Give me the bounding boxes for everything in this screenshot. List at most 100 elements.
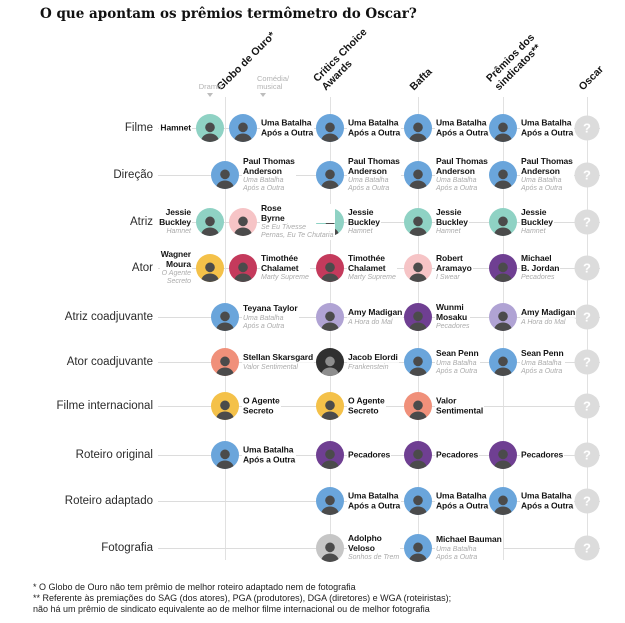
winner-name: Michael B. Jordan [520,253,561,273]
winner-name: Uma Batalha Após a Outra [520,117,575,138]
winner-label: Hamnet [159,123,192,133]
avatar [211,303,239,331]
avatar [404,534,432,562]
winner-name: Pecadores [347,449,392,460]
question-mark-icon: ? [574,442,600,468]
footnote-globo: * O Globo de Ouro não tem prêmio de melh… [33,582,356,592]
question-mark-icon: ? [574,162,600,188]
column-header-bafta: Bafta [407,65,435,93]
person-silhouette-icon [320,356,340,376]
winner-label: Robert Aramayo I Swear [435,253,473,282]
row-label: Roteiro adaptado [1,494,155,508]
person-silhouette-icon [408,169,428,189]
winner-name: Sean Penn [435,347,480,359]
person-silhouette-icon [493,449,513,469]
question-mark-icon: ? [574,488,600,514]
winner-name: Paul Thomas Anderson [435,156,489,176]
avatar [404,487,432,515]
question-mark-icon: ? [574,393,600,419]
page-title: O que apontam os prêmios termômetro do O… [40,6,417,22]
winner-name: Paul Thomas Anderson [242,156,296,176]
winner-name: Uma Batalha Após a Outra [347,117,402,138]
winner-name: Hamnet [159,122,192,133]
person-silhouette-icon [408,216,428,236]
column-header-critics: Critics Choice Awards [311,26,370,93]
winner-label: Uma Batalha Após a Outra [260,118,315,138]
film-subtitle: Uma Batalha Após a Outra [435,177,489,193]
film-subtitle: I Swear [435,274,473,282]
winner-label: Jessie Buckley Hamnet [347,207,381,236]
winner-label: Uma Batalha Após a Outra [520,490,575,511]
film-subtitle: Uma Batalha Após a Outra [347,177,401,193]
avatar [489,208,517,236]
row-label: Filme internacional [1,399,155,413]
winner-label: Wagner Moura O Agente Secreto [159,249,192,286]
film-subtitle: Sonhos de Trem [347,554,401,562]
winner-label: Pecadores [435,449,480,460]
winner-label: Michael Bauman Uma Batalha Após a Outra [435,533,503,562]
row-label: Ator [1,261,155,275]
film-subtitle: Uma Batalha Após a Outra [520,359,565,376]
winner-label: O Agente Secreto [347,395,386,416]
film-subtitle: Hamnet [435,228,469,236]
avatar [316,392,344,420]
avatar [211,161,239,189]
avatar [229,254,257,282]
winner-name: Uma Batalha Após a Outra [435,490,490,511]
avatar [196,208,224,236]
row-gridline [158,362,600,363]
avatar [404,114,432,142]
winner-label: Jessie Buckley Hamnet [435,207,469,236]
winner-name: Paul Thomas Anderson [520,156,574,176]
column-header-oscar: Oscar [576,63,607,93]
avatar [316,487,344,515]
film-subtitle: Hamnet [347,228,381,236]
avatar [211,392,239,420]
person-silhouette-icon [215,356,235,376]
person-silhouette-icon [320,122,340,142]
film-subtitle: Pecadores [520,274,561,282]
person-silhouette-icon [233,216,253,236]
winner-name: Michael Bauman [435,533,503,545]
winner-label: Jessie Buckley Hamnet [158,207,192,236]
winner-name: O Agente Secreto [347,395,386,416]
avatar [316,114,344,142]
winner-name: Uma Batalha Após a Outra [435,117,490,138]
question-mark-icon: ? [574,304,600,330]
winner-label: Valor Sentimental [435,396,485,416]
avatar [404,348,432,376]
winner-label: Teyana Taylor Uma Batalha Após a Outra [242,303,299,331]
winner-label: Pecadores [520,450,565,460]
person-silhouette-icon [320,449,340,469]
avatar [211,441,239,469]
footnote-sindicatos: ** Referente às premiações do SAG (dos a… [33,593,452,614]
winner-label: Paul Thomas Anderson Uma Batalha Após a O… [347,156,401,193]
winner-name: Sean Penn [520,347,565,359]
winner-name: Pecadores [435,449,480,460]
winner-name: Rose Byrne [260,203,335,223]
winner-name: Uma Batalha Após a Outra [520,490,575,511]
film-subtitle: Uma Batalha Após a Outra [435,545,503,562]
person-silhouette-icon [493,495,513,515]
winner-name: Jessie Buckley [158,207,192,227]
avatar [316,254,344,282]
winner-name: Wunmi Mosaku [435,302,471,322]
film-subtitle: Valor Sentimental [242,363,315,372]
winner-label: Paul Thomas Anderson Uma Batalha Após a O… [242,156,296,193]
person-silhouette-icon [493,356,513,376]
winner-name: Timothée Chalamet [347,253,397,273]
person-silhouette-icon [200,216,220,236]
column-header-sindicatos: Prêmios dos sindicatos** [484,31,544,93]
question-mark-icon: ? [574,255,600,281]
avatar [489,303,517,331]
person-silhouette-icon [493,122,513,142]
winner-name: Amy Madigan [520,306,577,318]
avatar [404,254,432,282]
film-subtitle: Uma Batalha Após a Outra [242,177,296,193]
winner-label: Jacob Elordi Frankenstein [347,352,399,372]
row-label: Filme [1,121,155,135]
avatar [489,441,517,469]
person-silhouette-icon [408,311,428,331]
chevron-down-icon [207,93,213,97]
person-silhouette-icon [320,262,340,282]
